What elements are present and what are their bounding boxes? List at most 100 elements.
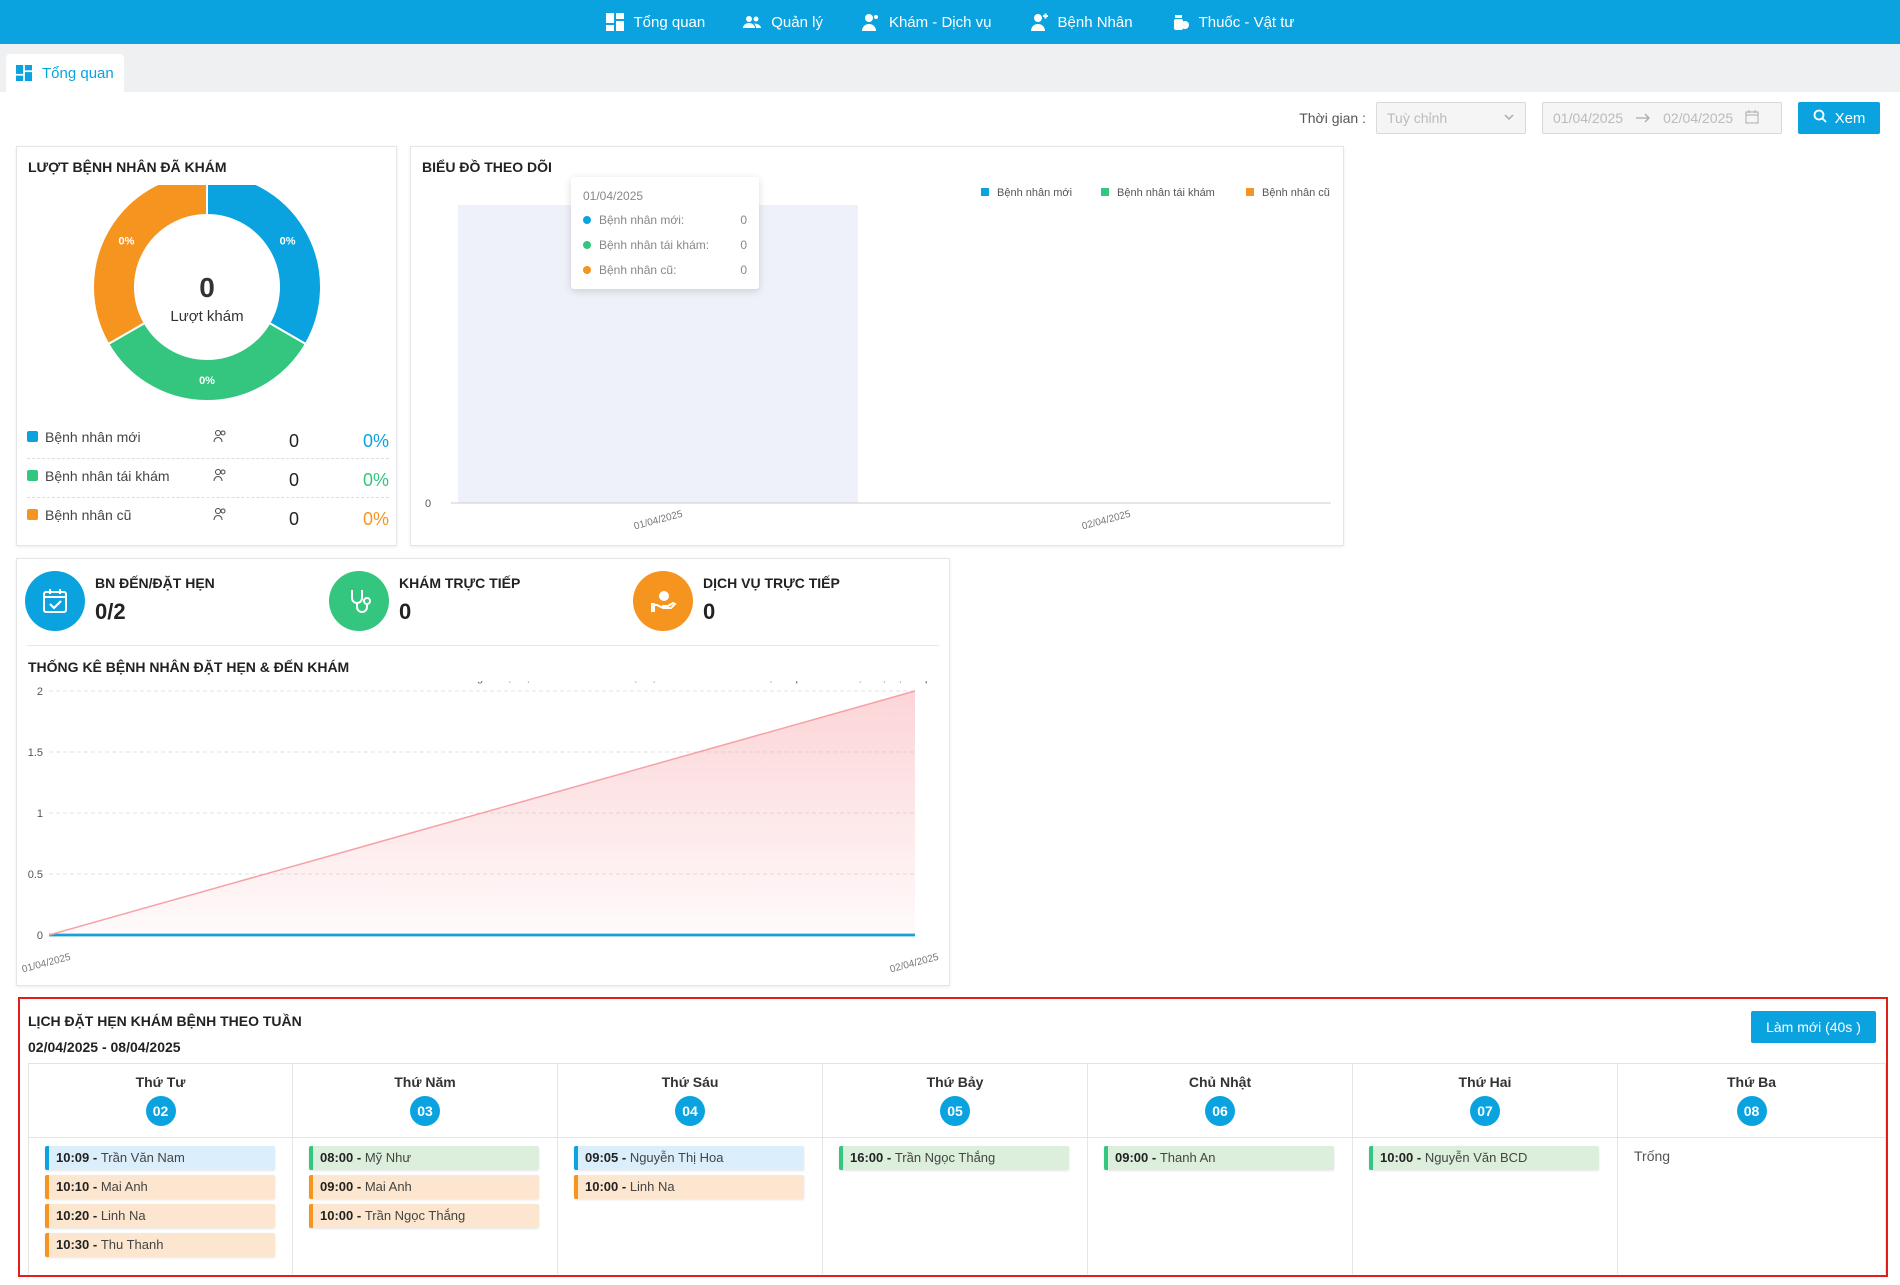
day-body: 09:00 - Thanh An <box>1088 1138 1352 1274</box>
day-number-badge: 06 <box>1205 1096 1235 1126</box>
day-number-badge: 07 <box>1470 1096 1500 1126</box>
nav-item-label: Thuốc - Vật tư <box>1198 13 1295 31</box>
y-tick-label: 1 <box>37 808 43 820</box>
tooltip-row: Bệnh nhân tái khám: 0 <box>583 238 747 252</box>
appointment-item[interactable]: 09:00 - Mai Anh <box>309 1175 539 1199</box>
appointment-patient-name: Thanh An <box>1159 1150 1216 1165</box>
appointment-item[interactable]: 10:00 - Linh Na <box>574 1175 804 1199</box>
legend-swatch <box>1246 188 1254 196</box>
calendar-icon <box>1745 109 1759 127</box>
day-body: 10:00 - Nguyễn Văn BCD <box>1353 1138 1617 1274</box>
legend-label[interactable]: Bệnh nhân cũ <box>1262 187 1330 199</box>
legend-count: 0 <box>289 509 300 529</box>
appointment-item[interactable]: 10:30 - Thu Thanh <box>45 1233 275 1257</box>
dot-icon <box>583 241 591 249</box>
appointment-item[interactable]: 10:20 - Linh Na <box>45 1204 275 1228</box>
donut-center-label: Lượt khám <box>170 308 243 325</box>
legend-label[interactable]: Bệnh nhân tái khám <box>1117 187 1215 199</box>
appointment-patient-name: Trần Ngọc Thắng <box>894 1150 996 1165</box>
y-tick-label: 0 <box>425 498 431 510</box>
appointment-item[interactable]: 10:10 - Mai Anh <box>45 1175 275 1199</box>
date-to: 02/04/2025 <box>1663 110 1734 126</box>
legend-label[interactable]: Dịch vụ trực tiếp <box>851 681 931 684</box>
stat-label: DỊCH VỤ TRỰC TIẾP <box>703 575 840 591</box>
day-body: 16:00 - Trần Ngọc Thắng <box>823 1138 1087 1274</box>
tooltip-label: Bệnh nhân mới: <box>599 213 685 227</box>
appointment-item[interactable]: 10:09 - Trần Văn Nam <box>45 1146 275 1170</box>
appointment-time: 09:05 - <box>585 1150 630 1165</box>
day-number-badge: 04 <box>675 1096 705 1126</box>
appointment-item[interactable]: 10:00 - Trần Ngọc Thắng <box>309 1204 539 1228</box>
day-number-badge: 05 <box>940 1096 970 1126</box>
dot-icon <box>583 266 591 274</box>
donut-slice-label: 0% <box>199 375 215 387</box>
appointment-item[interactable]: 10:00 - Nguyễn Văn BCD <box>1369 1146 1599 1170</box>
nav-item-patient[interactable]: Bệnh Nhân <box>1030 13 1133 31</box>
view-button-label: Xem <box>1834 109 1866 127</box>
donut-slice-label: 0% <box>280 235 296 247</box>
day-name: Thứ Tư <box>135 1074 186 1090</box>
doctor-icon <box>861 14 878 31</box>
appointment-item[interactable]: 08:00 - Mỹ Như <box>309 1146 539 1170</box>
day-column: Thứ Năm 03 08:00 - Mỹ Như 09:00 - Mai Anh 10… <box>293 1064 558 1274</box>
appointment-time: 10:30 - <box>56 1237 101 1252</box>
legend-label[interactable]: Tổng số đặt hẹn <box>458 681 538 684</box>
appointment-time: 09:00 - <box>1115 1150 1160 1165</box>
time-label: Thời gian : <box>1299 110 1366 126</box>
tab-label: Tổng quan <box>42 64 114 82</box>
legend-swatch <box>1101 188 1109 196</box>
appointment-item[interactable]: 16:00 - Trần Ngọc Thắng <box>839 1146 1069 1170</box>
stat-circle <box>25 571 85 631</box>
people-icon <box>213 429 227 446</box>
tooltip-value: 0 <box>740 213 747 227</box>
series-line <box>48 690 916 936</box>
legend-percent: 0% <box>362 470 389 490</box>
appointment-patient-name: Linh Na <box>629 1179 675 1194</box>
donut-center-value: 0 <box>199 272 215 303</box>
date-range-picker[interactable]: 01/04/2025 02/04/2025 <box>1542 102 1782 134</box>
legend-label: Bệnh nhân tái khám <box>45 468 170 484</box>
nav-item-overview[interactable]: Tổng quan <box>605 13 705 31</box>
day-column: Thứ Hai 07 10:00 - Nguyễn Văn BCD <box>1353 1064 1618 1274</box>
appointment-time: 10:09 - <box>56 1150 101 1165</box>
day-number-badge: 08 <box>1736 1096 1767 1126</box>
view-button[interactable]: Xem <box>1798 102 1880 134</box>
weekly-appointment-calendar: LỊCH ĐẶT HẸN KHÁM BỆNH THEO TUẦN 02/04/2… <box>18 997 1888 1277</box>
card-title: BIỂU ĐỒ THEO DÕI <box>422 159 552 175</box>
nav-item-label: Khám - Dịch vụ <box>888 13 992 31</box>
day-name: Thứ Năm <box>394 1074 456 1090</box>
calendar-check-icon <box>43 589 67 613</box>
legend-count: 0 <box>289 431 300 451</box>
legend-swatch <box>27 509 38 520</box>
calendar-grid: Thứ Tư 02 10:09 - Trần Văn Nam 10:10 - Mai … <box>28 1063 1886 1274</box>
chevron-down-icon <box>1503 110 1515 126</box>
day-name: Thứ Ba <box>1726 1074 1777 1090</box>
nav-item-medicine[interactable]: Thuốc - Vật tư <box>1171 13 1295 31</box>
appointment-item[interactable]: 09:05 - Nguyễn Thị Hoa <box>574 1146 804 1170</box>
card-title: THỐNG KÊ BỆNH NHÂN ĐẶT HẸN & ĐẾN KHÁM <box>28 659 350 675</box>
stethoscope-icon <box>351 590 371 613</box>
dashboard-icon <box>605 13 624 31</box>
legend-label[interactable]: Bệnh nhân mới <box>997 187 1072 199</box>
stat-value: 0/2 <box>95 599 126 624</box>
day-column: Thứ Sáu 04 09:05 - Nguyễn Thị Hoa 10:00 - L… <box>558 1064 823 1274</box>
calendar-range: 02/04/2025 - 08/04/2025 <box>28 1039 181 1055</box>
legend-label[interactable]: BN khám trực tiếp <box>713 681 802 684</box>
refresh-button[interactable]: Làm mới (40s ) <box>1751 1011 1876 1043</box>
appointment-patient-name: Mai Anh <box>364 1179 412 1194</box>
time-filter: Thời gian : Tuỳ chỉnh 01/04/2025 02/04/2… <box>1299 102 1880 134</box>
date-from: 01/04/2025 <box>1553 110 1624 126</box>
appointment-item[interactable]: 09:00 - Thanh An <box>1104 1146 1334 1170</box>
stat-label: BN ĐẾN/ĐẶT HẸN <box>95 575 215 591</box>
nav-item-management[interactable]: Quản lý <box>743 13 823 31</box>
day-header: Thứ Năm 03 <box>293 1064 557 1138</box>
time-preset-select[interactable]: Tuỳ chỉnh <box>1376 102 1526 134</box>
legend-swatch <box>981 188 989 196</box>
tab-overview[interactable]: Tổng quan <box>6 54 124 92</box>
legend-swatch <box>27 431 38 442</box>
legend-label[interactable]: BN đến/Đặt hẹn <box>585 681 663 684</box>
nav-item-exam-service[interactable]: Khám - Dịch vụ <box>861 13 992 31</box>
people-icon <box>213 468 227 485</box>
y-tick-label: 1.5 <box>28 747 43 759</box>
legend-count: 0 <box>289 470 300 490</box>
